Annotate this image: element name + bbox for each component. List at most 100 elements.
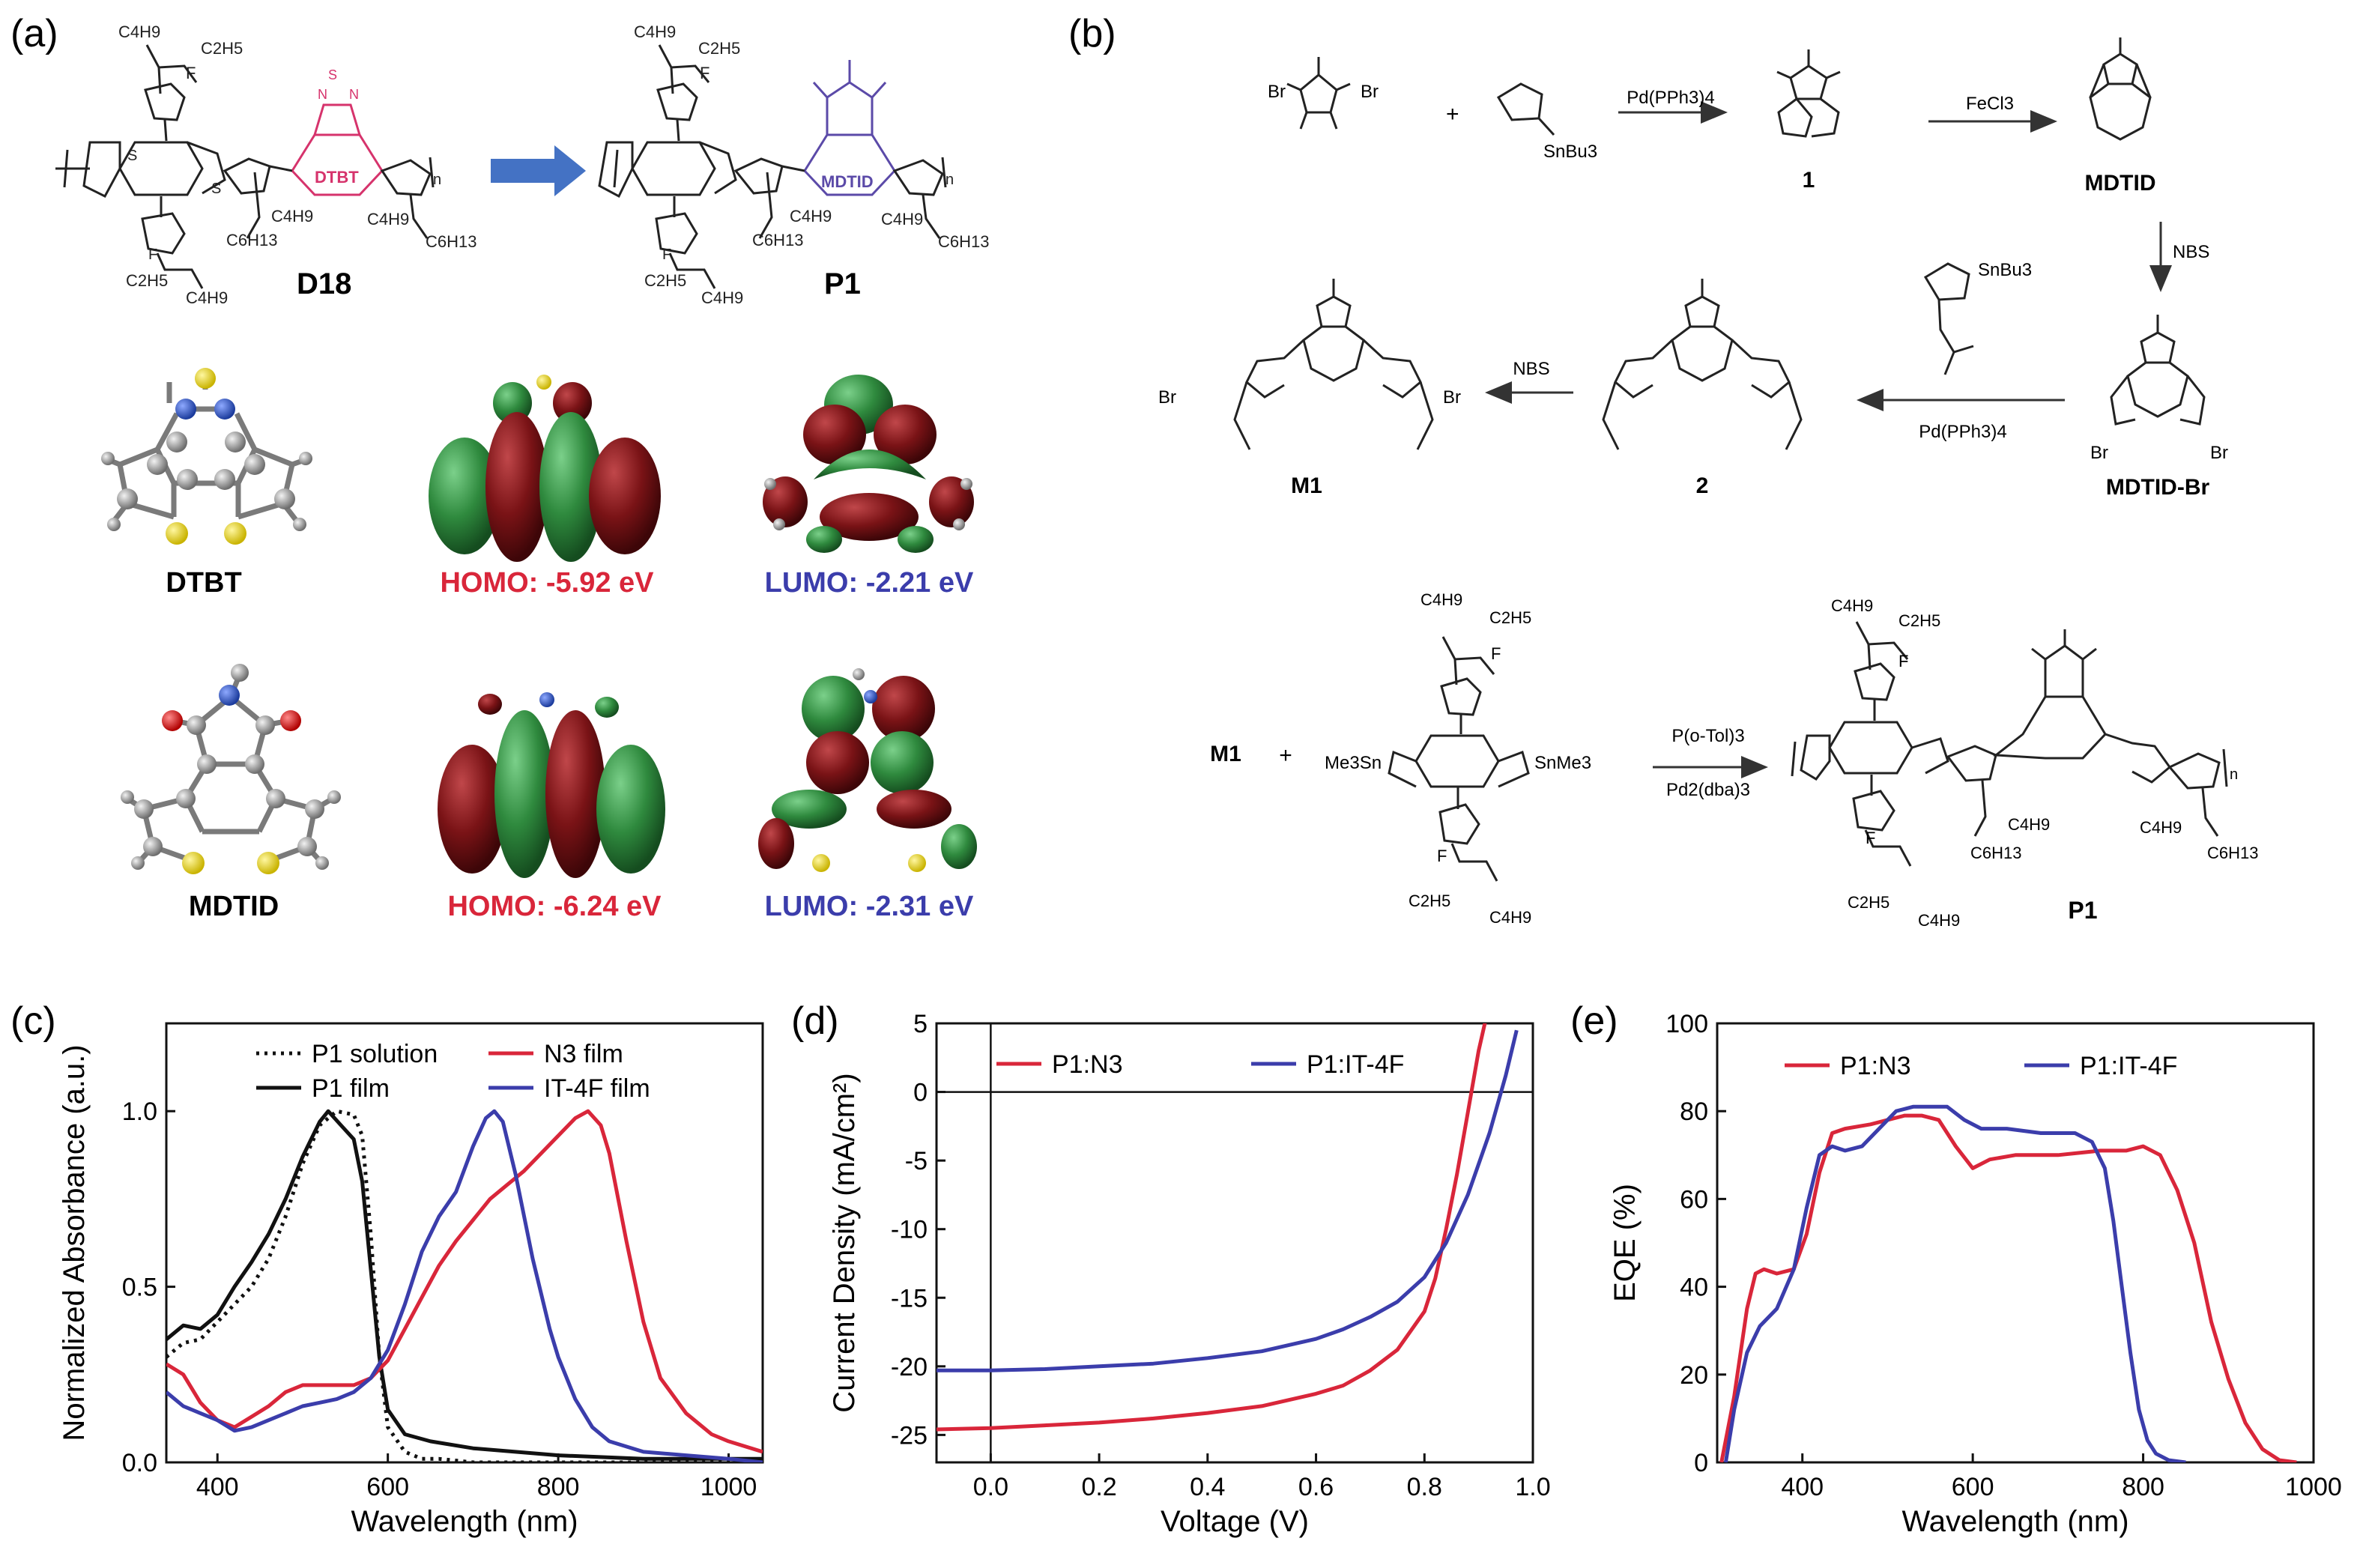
p1a-c4h9-top: C4H9 [634, 22, 676, 41]
series-line-c-n3-film [166, 1109, 763, 1454]
panel-e-label: (e) [1570, 999, 1618, 1043]
y-tick-label-c: 0.5 [122, 1274, 157, 1302]
mdtid-lumo-orbital [758, 668, 977, 872]
plot-frame-e [1716, 1022, 2315, 1464]
bdt-f-top: F [1491, 644, 1501, 663]
x-tick-label-d: 0.0 [973, 1473, 1008, 1501]
x-axis-label-d: Voltage (V) [1161, 1505, 1309, 1538]
p1b-c4h9-mid: C4H9 [2008, 815, 2050, 834]
x-tick-label-e: 400 [1781, 1473, 1824, 1501]
reagent-nbs-1: NBS [2173, 242, 2209, 262]
reagent-p-otol: P(o-Tol)3 [1671, 726, 1744, 746]
distannyl-bdt-structure [1388, 636, 1530, 882]
series-line-c-p1-solution [166, 1109, 763, 1462]
x-tick-label-d: 0.8 [1407, 1473, 1442, 1501]
label-mdtid-lumo: LUMO: -2.31 eV [765, 891, 974, 922]
y-axis-label-c: Normalized Absorbance (a.u.) [58, 1044, 91, 1441]
y-tick-label-d: -15 [891, 1284, 928, 1313]
d18-n: n [433, 172, 441, 188]
y-axis-label-d: Current Density (mA/cm²) [828, 1073, 861, 1412]
y-tick-label-e: 80 [1680, 1098, 1708, 1126]
x-tick-label-d: 1.0 [1515, 1473, 1550, 1501]
y-tick-label-d: -25 [891, 1421, 928, 1450]
compound-mdtid: MDTID [2085, 171, 2156, 196]
legend-label-d: P1:N3 [1052, 1050, 1123, 1079]
x-tick-label-c: 600 [366, 1473, 409, 1501]
d18-c4h9-right: C4H9 [367, 210, 409, 228]
d18-structure: C4H9 C2H5 F S S F C2H5 C4H9 C6H13 C4H9 [55, 22, 476, 307]
me3sn: Me3Sn [1325, 753, 1382, 773]
bdt-c4h9-top: C4H9 [1420, 590, 1462, 609]
bdt-f-bottom: F [1437, 847, 1447, 865]
x-axis-label-e: Wavelength (nm) [1901, 1505, 2128, 1538]
y-tick-label-d: 0 [913, 1079, 928, 1107]
d18-dtbt-n1: N [318, 87, 327, 102]
panel-a: (a) C4H9 C2H5 F S S F C2H5 C4H9 C6H13 C4… [10, 12, 989, 922]
d18-dtbt-s: S [328, 67, 337, 82]
legend-label-c: P1 film [312, 1074, 390, 1103]
p1a-c2h5-bottom: C2H5 [644, 271, 686, 290]
compound-2: 2 [1696, 473, 1709, 498]
compound-p1: P1 [2068, 897, 2097, 924]
x-tick-label-c: 800 [537, 1473, 580, 1501]
label-dtbt-lumo: LUMO: -2.21 eV [765, 567, 974, 599]
reagent-pd-pph3-2: Pd(PPh3)4 [1919, 422, 2006, 442]
series-line-d-p1-it-4f [937, 1029, 1519, 1372]
br-2: Br [1361, 82, 1379, 102]
p1b-c4h9-bottom: C4H9 [1918, 911, 1960, 930]
x-tick-label-e: 600 [1952, 1473, 1994, 1501]
bdt-c2h5-top: C2H5 [1489, 608, 1531, 627]
d18-c4h9-bottom: C4H9 [186, 288, 228, 307]
p1-structure-a: C4H9 C2H5 F F C2H5 C4H9 C6H13 C4H9 [598, 22, 989, 307]
legend-label-c: P1 solution [312, 1040, 438, 1068]
y-tick-label-e: 60 [1680, 1185, 1708, 1214]
legend-label-e: P1:IT-4F [2080, 1052, 2177, 1080]
x-tick-label-d: 0.4 [1190, 1473, 1225, 1501]
d18-f-top: F [186, 64, 196, 82]
transform-arrow [491, 145, 586, 196]
d18-c2h5-top: C2H5 [201, 39, 243, 58]
p1b-c4h9-right: C4H9 [2140, 818, 2182, 837]
label-mdtid-homo: HOMO: -6.24 eV [447, 891, 662, 922]
legend-label-e: P1:N3 [1840, 1052, 1911, 1080]
snme3: SnMe3 [1534, 753, 1591, 773]
y-tick-label-c: 0.0 [122, 1449, 157, 1477]
br-4: Br [2210, 443, 2228, 463]
label-p1-a: P1 [824, 267, 861, 300]
panel-c-label: (c) [10, 999, 56, 1043]
d18-dtbt-n2: N [349, 87, 359, 102]
y-axis-label-e: EQE (%) [1609, 1184, 1642, 1302]
mdtid-br-structure [2110, 315, 2206, 426]
y-tick-label-e: 40 [1680, 1274, 1708, 1302]
br-1: Br [1268, 82, 1286, 102]
br-3: Br [2090, 443, 2108, 463]
alkyl-stannyl-thiophene [1923, 262, 1974, 375]
legend-label-c: N3 film [544, 1040, 623, 1068]
p1a-c4h9-bottom: C4H9 [701, 288, 743, 307]
compound-m1: M1 [1291, 473, 1322, 498]
p1b-f-top: F [1898, 652, 1908, 671]
p1b-n: n [2230, 766, 2238, 783]
y-tick-label-e: 0 [1694, 1449, 1708, 1477]
dtbt-ball-stick-model [101, 368, 312, 545]
d18-dtbt-label: DTBT [315, 168, 359, 187]
dtbt-lumo-orbital [763, 375, 974, 553]
chart-jv: 0.0 0.2 0.4 0.6 0.8 1.0 5 0 -5 -10 -15 -20 -25 Voltag… [828, 1010, 1551, 1538]
p1a-f-top: F [700, 64, 709, 82]
label-d18: D18 [297, 267, 351, 300]
snbu3-1: SnBu3 [1543, 142, 1597, 162]
y-tick-label-c: 1.0 [122, 1098, 157, 1126]
label-dtbt-homo: HOMO: -5.92 eV [440, 567, 654, 599]
reagent-nbs-2: NBS [1513, 359, 1549, 379]
panel-b-label: (b) [1068, 12, 1116, 55]
x-tick-label-e: 1000 [2285, 1473, 2342, 1501]
p1b-f-bottom: F [1866, 829, 1875, 847]
reagent-pd2dba3: Pd2(dba)3 [1666, 780, 1750, 800]
panel-d-label: (d) [791, 999, 839, 1043]
m1-structure [1233, 279, 1434, 450]
mdtid-homo-orbital [438, 692, 665, 878]
dtbt-homo-orbital [429, 375, 661, 562]
compound-mdtid-br: MDTID-Br [2106, 475, 2210, 500]
compound-1: 1 [1803, 168, 1815, 193]
